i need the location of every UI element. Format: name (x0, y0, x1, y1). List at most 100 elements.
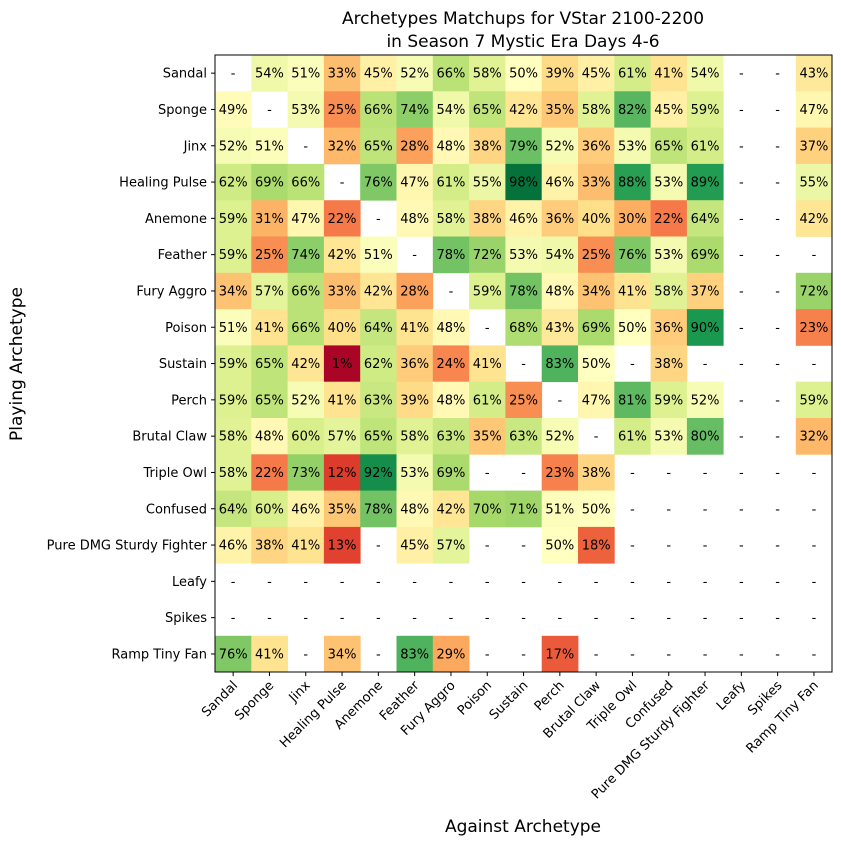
heatmap-cell (323, 127, 361, 165)
cell-value-label: 42% (509, 103, 538, 118)
cell-value-label: - (412, 575, 417, 590)
cell-value-label: 38% (473, 139, 502, 154)
cell-value-label: 59% (799, 393, 828, 408)
cell-value-label: - (775, 611, 780, 626)
cell-value-label: 90% (691, 321, 720, 336)
cell-value-label: - (521, 611, 526, 626)
cell-value-label: - (485, 647, 490, 662)
heatmap-cell (323, 345, 361, 383)
cell-value-label: 33% (328, 67, 357, 82)
heatmap-cell (686, 381, 724, 419)
cell-value-label: 68% (509, 321, 538, 336)
heatmap-cell (360, 381, 397, 419)
heatmap-cell (505, 55, 543, 92)
heatmap-cell (287, 91, 325, 128)
cell-value-label: 22% (328, 212, 357, 227)
cell-value-label: - (594, 647, 599, 662)
heatmap-cell (323, 55, 361, 92)
heatmap-cell (578, 345, 615, 383)
heatmap-cell (469, 418, 506, 455)
cell-value-label: - (666, 575, 671, 590)
heatmap-cell (469, 163, 506, 201)
heatmap-cell (614, 127, 651, 165)
heatmap-cell (251, 127, 288, 165)
cell-value-label: - (485, 321, 490, 336)
cell-value-label: - (630, 357, 635, 372)
heatmap-cell (396, 91, 434, 128)
cell-value-label: 50% (582, 357, 611, 372)
cell-value-label: - (739, 430, 744, 445)
cell-value-label: 55% (799, 176, 828, 191)
heatmap-cell (432, 91, 470, 128)
heatmap-cell (614, 91, 651, 128)
cell-value-label: - (775, 575, 780, 590)
cell-value-label: - (303, 611, 308, 626)
cell-value-label: 70% (473, 502, 502, 517)
cell-value-label: - (775, 139, 780, 154)
cell-value-label: 83% (545, 357, 574, 372)
heatmap-cell (396, 345, 434, 383)
cell-value-label: 64% (219, 502, 248, 517)
cell-value-label: 59% (219, 212, 248, 227)
heatmap-cell (795, 91, 833, 128)
cell-value-label: - (594, 611, 599, 626)
heatmap-cell (541, 55, 579, 92)
cell-value-label: - (812, 357, 817, 372)
heatmap-cell (541, 163, 579, 201)
cell-value-label: - (739, 176, 744, 191)
y-tick-label: Confused (146, 502, 207, 517)
cell-value-label: 53% (618, 139, 647, 154)
cell-value-label: - (376, 212, 381, 227)
cell-value-label: 58% (654, 284, 683, 299)
cell-value-label: 29% (436, 647, 465, 662)
cell-value-label: - (703, 611, 708, 626)
heatmap-cell (686, 55, 724, 92)
heatmap-cell (360, 272, 397, 310)
cell-value-label: 35% (473, 430, 502, 445)
cell-value-label: 42% (799, 212, 828, 227)
y-tick-label: Leafy (172, 575, 207, 590)
cell-value-label: 47% (291, 212, 320, 227)
cell-value-label: 34% (582, 284, 611, 299)
heatmap-cell (396, 200, 434, 237)
heatmap-cell (541, 91, 579, 128)
cell-value-label: - (231, 611, 236, 626)
cell-value-label: 60% (255, 502, 284, 517)
cell-value-label: - (412, 248, 417, 263)
cell-value-label: - (703, 357, 708, 372)
cell-value-label: 41% (328, 393, 357, 408)
heatmap-cell (578, 526, 615, 564)
cell-value-label: 33% (328, 284, 357, 299)
cell-value-label: 24% (436, 357, 465, 372)
cell-value-label: 55% (473, 176, 502, 191)
heatmap-cell (650, 345, 688, 383)
cell-value-label: 78% (364, 502, 393, 517)
heatmap-cell (251, 490, 288, 528)
cell-value-label: - (739, 212, 744, 227)
cell-value-label: - (812, 502, 817, 517)
cell-value-label: - (812, 575, 817, 590)
cell-value-label: - (666, 539, 671, 554)
cell-value-label: 36% (400, 357, 429, 372)
heatmap-cell (469, 490, 506, 528)
heatmap-cell (215, 309, 252, 346)
cell-value-label: - (739, 139, 744, 154)
cell-value-label: 34% (328, 647, 357, 662)
heatmap-cell (287, 272, 325, 310)
y-tick-label: Perch (171, 393, 207, 408)
heatmap-cell (578, 309, 615, 346)
heatmap-cell (396, 454, 434, 491)
heatmap-cell (432, 418, 470, 455)
heatmap-cell (578, 236, 615, 274)
cell-value-label: 33% (582, 176, 611, 191)
cell-value-label: 81% (618, 393, 647, 408)
cell-value-label: 49% (219, 103, 248, 118)
cell-value-label: 38% (473, 212, 502, 227)
cell-value-label: 12% (328, 466, 357, 481)
cell-value-label: - (412, 611, 417, 626)
cell-value-label: 63% (364, 393, 393, 408)
cell-value-label: 59% (691, 103, 720, 118)
cell-value-label: 69% (436, 466, 465, 481)
